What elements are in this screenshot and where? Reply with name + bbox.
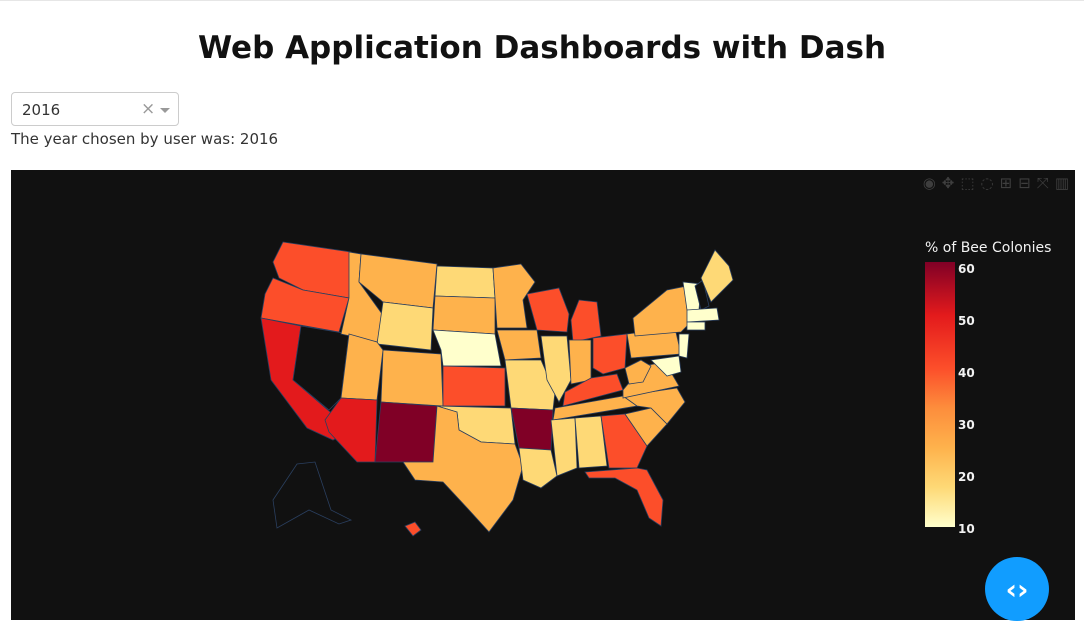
state-louisiana	[518, 447, 558, 489]
pan-icon[interactable]: ✥	[941, 174, 955, 192]
colorbar-tick: 20	[958, 470, 975, 484]
state-illinois	[540, 335, 572, 403]
lasso-icon[interactable]: ◌	[980, 174, 994, 192]
state-kansas	[442, 365, 506, 407]
state-michigan	[570, 299, 602, 343]
state-hawaii	[404, 521, 422, 537]
modebar: ◉ ✥ ⬚ ◌ ⊞ ⊟ ⤧ ▥	[923, 174, 1069, 192]
zoom-out-icon[interactable]: ⊟	[1018, 174, 1031, 192]
colorbar-tick: 50	[958, 314, 975, 328]
state-wyoming	[376, 301, 434, 351]
state-new-mexico	[374, 401, 438, 463]
state-arizona	[324, 397, 378, 463]
colorbar-title: % of Bee Colonies	[925, 240, 1052, 256]
state-missouri	[504, 359, 556, 411]
state-mississippi	[550, 417, 578, 477]
page-title: Web Application Dashboards with Dash	[197, 30, 887, 66]
chevron-down-icon[interactable]	[160, 108, 170, 113]
zoom-in-icon[interactable]: ⊞	[999, 174, 1013, 192]
state-west-virginia	[624, 359, 652, 385]
state-new-jersey	[678, 333, 690, 359]
clear-icon[interactable]: ×	[141, 99, 156, 119]
colorbar-tick: 60	[958, 262, 975, 276]
state-georgia	[600, 413, 648, 469]
state-nebraska	[432, 329, 502, 367]
state-connecticut	[686, 321, 706, 331]
colorbar-tick: 40	[958, 366, 975, 380]
state-maine	[700, 249, 734, 303]
state-minnesota	[492, 263, 536, 329]
state-colorado	[380, 349, 444, 407]
autoscale-icon[interactable]: ⤧	[1036, 174, 1049, 192]
state-alabama	[574, 415, 608, 469]
state-north-carolina	[621, 387, 686, 425]
state-alaska	[272, 461, 353, 529]
state-wisconsin	[526, 287, 570, 333]
state-south-dakota	[432, 295, 496, 335]
state-texas	[402, 405, 524, 533]
state-maryland-delaware	[650, 355, 682, 377]
state-arkansas	[510, 407, 554, 451]
state-iowa	[496, 329, 542, 361]
code-icon[interactable]: ‹›	[985, 557, 1049, 621]
output-container: The year chosen by user was: 2016	[11, 130, 279, 148]
dropdown-value: 2016	[22, 101, 61, 119]
camera-icon[interactable]: ◉	[922, 174, 936, 192]
colorbar-tick: 10	[958, 522, 975, 536]
state-kentucky	[562, 373, 624, 407]
colorbar-tick: 30	[958, 418, 975, 432]
state-massachusetts	[686, 307, 720, 323]
us-choropleth-map[interactable]	[11, 170, 1075, 620]
plotly-logo-icon[interactable]: ▥	[1054, 174, 1069, 192]
state-ohio	[592, 333, 628, 375]
state-new-york	[632, 285, 694, 337]
bee-map-graph[interactable]: ◉ ✥ ⬚ ◌ ⊞ ⊟ ⤧ ▥	[11, 170, 1075, 620]
top-border	[0, 0, 1084, 1]
state-indiana	[568, 339, 592, 385]
colorbar	[925, 262, 955, 527]
state-florida	[584, 467, 664, 527]
year-dropdown[interactable]: 2016 ×	[11, 92, 179, 126]
box-select-icon[interactable]: ⬚	[960, 174, 975, 192]
state-utah	[340, 333, 384, 401]
state-new-hampshire	[694, 279, 710, 311]
state-north-dakota	[434, 265, 496, 299]
